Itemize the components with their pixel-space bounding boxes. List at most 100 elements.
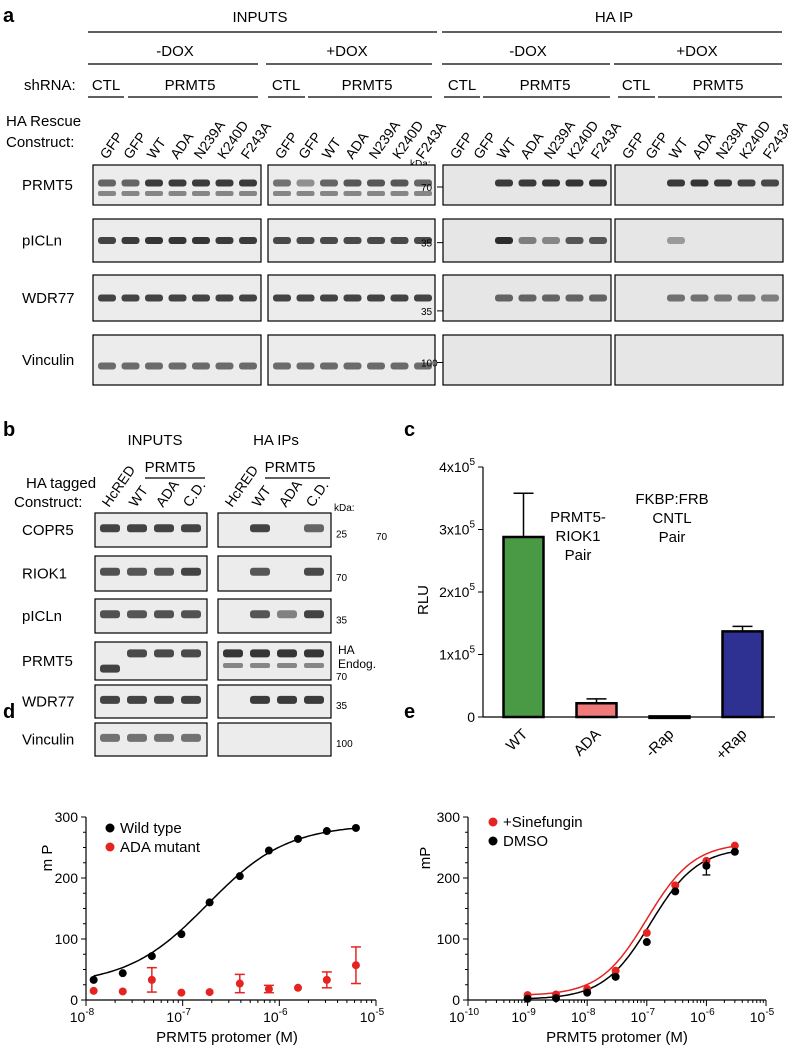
band xyxy=(414,237,432,244)
d-point-wild-type xyxy=(351,823,360,832)
d-y-axis-label: m P xyxy=(39,845,56,872)
d-y-tick-label: 0 xyxy=(70,992,78,1008)
band xyxy=(127,695,147,704)
band xyxy=(250,567,270,576)
e-x-tick-exp: -7 xyxy=(646,1007,655,1018)
d-x-tick-exp: -8 xyxy=(85,1007,94,1018)
band xyxy=(414,362,432,370)
e-point-dmso xyxy=(611,972,620,981)
c-x-tick-label: ADA xyxy=(570,726,604,760)
c-annotation-line: FKBP:FRB xyxy=(635,491,708,508)
blot-strip xyxy=(217,722,332,757)
band xyxy=(239,294,257,302)
band xyxy=(192,362,210,370)
band xyxy=(100,524,120,533)
e-x-tick-label: 10-5 xyxy=(750,1007,775,1025)
blot-strip xyxy=(217,598,332,634)
c-y-tick-label: 2x105 xyxy=(439,582,475,600)
panel-b-letter: b xyxy=(3,419,15,441)
e-x-tick-label: 10-7 xyxy=(631,1007,656,1025)
band xyxy=(518,294,537,302)
band xyxy=(121,179,140,187)
d-x-tick-base: 10 xyxy=(263,1009,279,1025)
d-y-tick-label: 200 xyxy=(55,870,79,886)
prmt5-label: PRMT5 xyxy=(342,77,393,94)
band xyxy=(320,362,338,370)
kda-marker: 70 xyxy=(336,573,348,584)
band xyxy=(215,362,234,370)
kda-marker: 35 xyxy=(336,701,348,712)
kda-marker: 35 xyxy=(421,307,433,318)
band xyxy=(277,663,297,669)
blot-strip xyxy=(217,555,332,592)
d-legend-marker xyxy=(105,823,115,833)
e-legend-label: DMSO xyxy=(503,833,548,850)
e-fit-curve-dmso xyxy=(527,850,735,1000)
band xyxy=(367,362,385,370)
band xyxy=(737,294,756,302)
d-point-wild-type xyxy=(89,975,98,984)
e-point-dmso xyxy=(552,994,561,1003)
band xyxy=(168,179,187,187)
band xyxy=(154,695,174,704)
band xyxy=(714,179,732,187)
panel-c-letter: c xyxy=(404,419,415,441)
blot-frame xyxy=(92,334,262,386)
band xyxy=(495,294,513,302)
band xyxy=(589,237,607,244)
prmt5-label: PRMT5 xyxy=(520,77,571,94)
band xyxy=(121,362,140,370)
endog-band-label: Endog. xyxy=(338,657,376,671)
c-y-tick-base: 4x10 xyxy=(439,459,470,475)
band xyxy=(127,610,147,619)
band xyxy=(667,237,685,244)
band xyxy=(215,179,234,187)
band xyxy=(343,191,362,196)
band xyxy=(181,649,201,658)
band xyxy=(343,294,362,302)
band xyxy=(192,294,210,302)
d-x-tick-label: 10-5 xyxy=(360,1007,385,1025)
e-legend-marker xyxy=(488,817,498,827)
row-label: WDR77 xyxy=(22,694,75,711)
band xyxy=(343,237,362,244)
band xyxy=(98,191,116,196)
c-x-tick-label: +Rap xyxy=(713,726,751,764)
d-point-wild-type xyxy=(322,827,331,836)
kda-marker: 100 xyxy=(336,739,353,750)
prmt5-label: PRMT5 xyxy=(265,459,316,476)
blot-strip xyxy=(267,164,436,206)
blot-strip xyxy=(94,555,208,592)
blot-strip xyxy=(442,274,612,322)
kda-marker: 70 xyxy=(376,532,388,543)
lane-label: C.D. xyxy=(302,478,331,510)
d-x-tick-label: 10-6 xyxy=(263,1007,288,1025)
band xyxy=(145,191,163,196)
band xyxy=(565,237,584,244)
d-x-tick-label: 10-8 xyxy=(70,1007,95,1025)
band xyxy=(390,362,409,370)
c-annotation-line: CNTL xyxy=(652,510,691,527)
lane-label: ADA xyxy=(275,476,305,509)
band xyxy=(343,362,362,370)
band xyxy=(343,179,362,187)
e-y-tick-label: 0 xyxy=(452,992,460,1008)
band xyxy=(367,191,385,196)
d-fit-curve-wild-type xyxy=(93,827,356,977)
e-x-tick-exp: -8 xyxy=(587,1007,596,1018)
band xyxy=(296,294,315,302)
e-x-tick-base: 10 xyxy=(571,1009,587,1025)
band xyxy=(589,294,607,302)
blot-strip xyxy=(614,274,784,322)
d-x-tick-base: 10 xyxy=(70,1009,86,1025)
ctl-label: CTL xyxy=(92,77,120,94)
d-legend-label: Wild type xyxy=(120,820,182,837)
e-fit-curve-sinefungin xyxy=(527,845,735,996)
panel-a-letter: a xyxy=(3,5,15,27)
e-y-tick-label: 100 xyxy=(437,931,461,947)
rescue-label: Construct: xyxy=(6,134,74,151)
band xyxy=(100,664,120,673)
c-y-axis-label: RLU xyxy=(415,585,432,615)
